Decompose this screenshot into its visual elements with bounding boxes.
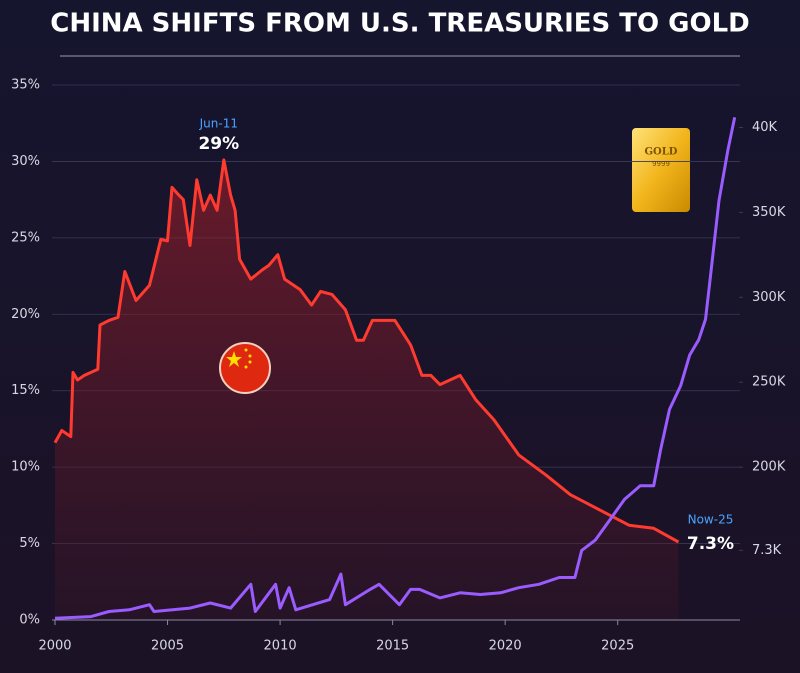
gold-purity: 9999: [652, 160, 670, 168]
annotation-value: 7.3%: [687, 534, 734, 554]
flag-star: [244, 365, 248, 369]
annotation-date: Now-25: [688, 513, 734, 527]
y-tick-label: 15%: [11, 383, 40, 398]
y2-tick-label: 200K: [752, 460, 786, 475]
annotation-date: Jun-11: [199, 116, 238, 130]
chart-title: CHINA SHIFTS FROM U.S. TREASURIES TO GOL…: [50, 9, 750, 39]
y-tick-label: 30%: [11, 154, 40, 169]
flag-star: [226, 351, 242, 367]
china-flag-icon: [219, 342, 271, 394]
y-tick-label: 0%: [19, 613, 40, 628]
flag-star: [244, 348, 248, 352]
y-tick-label: 25%: [11, 230, 40, 245]
y-tick-label: 10%: [11, 460, 40, 475]
y2-tick-label: 250K: [752, 375, 786, 390]
x-tick-label: 2025: [601, 639, 634, 654]
line: [53, 158, 680, 544]
line: [54, 116, 737, 620]
x-tick-label: 2005: [151, 639, 184, 654]
annotation-value: 29%: [198, 134, 239, 154]
area: [55, 159, 679, 620]
gold-bar: [632, 128, 690, 212]
flag-star: [248, 360, 252, 364]
x-tick-label: 2010: [264, 639, 297, 654]
gold-label: GOLD: [645, 147, 678, 158]
y-tick-label: 20%: [11, 307, 40, 322]
y2-tick-label: 40K: [752, 120, 778, 135]
y-tick-label: 5%: [19, 536, 40, 551]
flag-star: [248, 354, 252, 358]
x-tick-label: 2015: [376, 639, 409, 654]
y2-tick-label: 350K: [752, 205, 786, 220]
x-tick-label: 2020: [489, 639, 522, 654]
y2-tick-label: 7.3K: [752, 543, 782, 558]
y-tick-label: 35%: [11, 78, 40, 93]
y2-tick-label: 300K: [752, 290, 786, 305]
gold-bar-icon: GOLD 9999: [632, 128, 690, 212]
x-tick-label: 2000: [38, 639, 71, 654]
